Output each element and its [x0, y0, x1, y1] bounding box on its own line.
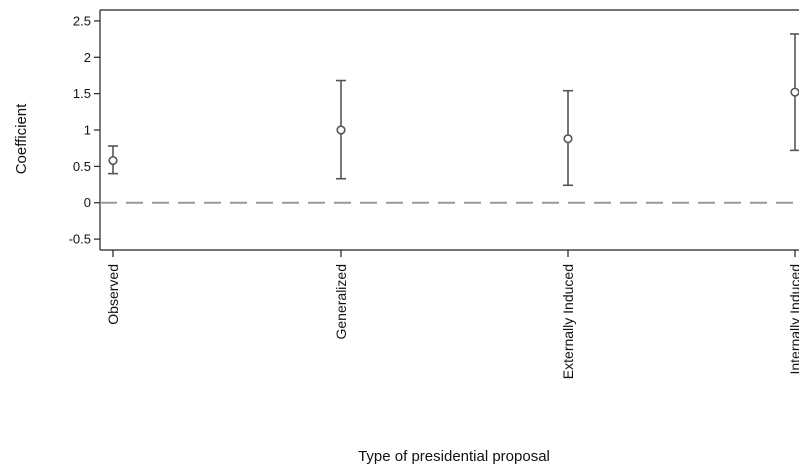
y-tick-label: 1 — [84, 123, 91, 138]
point-estimate-marker — [563, 134, 573, 144]
y-tick-label: 2.5 — [73, 13, 91, 28]
error-bar-series — [108, 33, 799, 187]
y-axis-ticks: -0.5 0 0.5 1 1.5 2 2.5 — [69, 13, 100, 247]
y-tick-label: -0.5 — [69, 232, 91, 247]
x-category-label: Internally Induced — [787, 264, 799, 375]
x-category-label: Externally Induced — [560, 264, 576, 379]
point-estimate-marker — [336, 125, 346, 135]
point-estimate-marker — [108, 155, 118, 166]
y-tick-label: 0 — [84, 195, 91, 210]
point-estimate-marker — [790, 87, 799, 97]
y-tick-label: 0.5 — [73, 159, 91, 174]
x-category-label: Observed — [105, 264, 121, 325]
y-axis-title: Coefficient — [13, 103, 30, 174]
x-category-label: Generalized — [333, 264, 349, 340]
y-tick-label: 1.5 — [73, 86, 91, 101]
x-axis-ticks: Observed Generalized Externally Induced Int… — [105, 250, 799, 379]
x-axis-title: Type of presidential proposal — [358, 448, 550, 465]
y-tick-label: 2 — [84, 50, 91, 65]
